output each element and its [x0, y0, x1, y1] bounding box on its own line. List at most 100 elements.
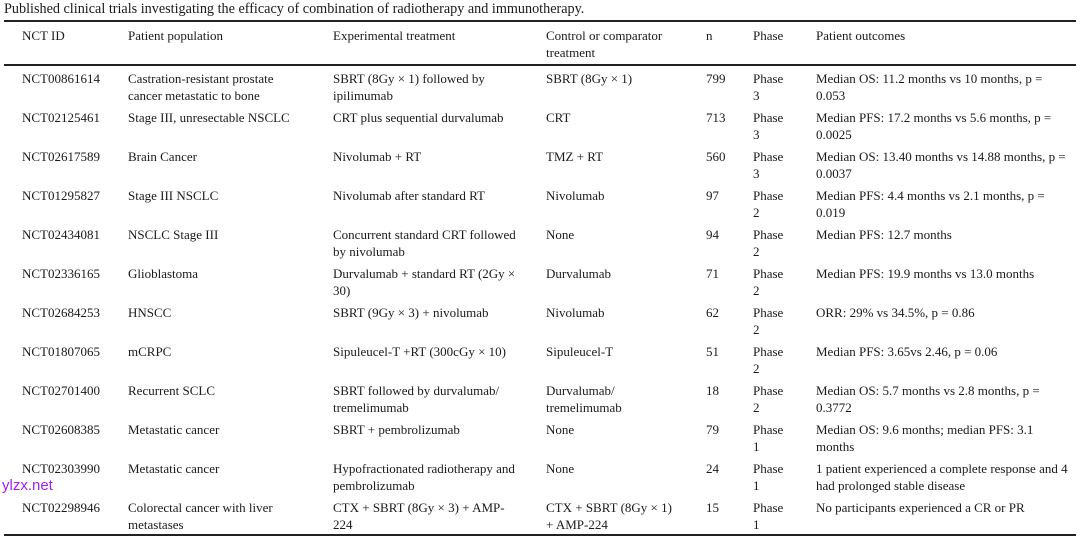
cell-nct-id: NCT02336165 [22, 266, 100, 281]
cell-n: 79 [706, 422, 719, 437]
cell-nct-id: NCT01807065 [22, 344, 100, 359]
cell-phase: Phase 2 [753, 227, 784, 259]
table-row: NCT02617589 Brain Cancer Nivolumab + RT TMZ… [4, 144, 1076, 183]
cell-phase: Phase 2 [753, 266, 784, 298]
cell-patient-population: Stage III, unresectable NSCLC [128, 110, 290, 125]
header-nct-id: NCT ID [22, 28, 65, 43]
cell-n: 799 [706, 71, 726, 86]
watermark: ylzx.net [2, 477, 53, 494]
cell-patient-outcomes: Median OS: 13.40 months vs 14.88 months,… [816, 149, 1066, 181]
header-experimental-treatment: Experimental treatment [333, 28, 456, 43]
cell-patient-outcomes: Median OS: 11.2 months vs 10 months, p =… [816, 71, 1043, 103]
table-header-row: NCT ID Patient population Experimental t… [4, 21, 1076, 65]
cell-experimental-treatment: SBRT (8Gy × 1) followed by ipilimumab [333, 71, 485, 103]
table-row: NCT02336165 Glioblastoma Durvalumab + stan… [4, 261, 1076, 300]
table-row: NCT02434081 NSCLC Stage III Concurrent sta… [4, 222, 1076, 261]
cell-n: 62 [706, 305, 719, 320]
cell-phase: Phase 2 [753, 305, 784, 337]
cell-experimental-treatment: CRT plus sequential durvalumab [333, 110, 504, 125]
cell-experimental-treatment: Durvalumab + standard RT (2Gy × 30) [333, 266, 516, 298]
cell-control-treatment: Sipuleucel-T [546, 344, 614, 359]
cell-phase: Phase 1 [753, 461, 784, 493]
header-control-treatment: Control or comparator treatment [546, 28, 663, 60]
cell-control-treatment: TMZ + RT [546, 149, 604, 164]
cell-control-treatment: Durvalumab/ tremelimumab [546, 383, 622, 415]
cell-patient-outcomes: Median PFS: 19.9 months vs 13.0 months [816, 266, 1035, 281]
cell-patient-population: Metastatic cancer [128, 422, 220, 437]
cell-patient-population: Stage III NSCLC [128, 188, 219, 203]
cell-phase: Phase 2 [753, 188, 784, 220]
table-row: NCT01807065 mCRPC Sipuleucel-T +RT (300cGy… [4, 339, 1076, 378]
cell-control-treatment: None [546, 422, 575, 437]
cell-patient-outcomes: No participants experienced a CR or PR [816, 500, 1025, 515]
cell-experimental-treatment: Sipuleucel-T +RT (300cGy × 10) [333, 344, 506, 359]
table-row: NCT02608385 Metastatic cancer SBRT + pembr… [4, 417, 1076, 456]
cell-control-treatment: SBRT (8Gy × 1) [546, 71, 633, 86]
table-row: NCT02701400 Recurrent SCLC SBRT followed b… [4, 378, 1076, 417]
cell-patient-population: HNSCC [128, 305, 172, 320]
cell-control-treatment: None [546, 227, 575, 242]
cell-n: 713 [706, 110, 726, 125]
cell-n: 97 [706, 188, 719, 203]
cell-nct-id: NCT02125461 [22, 110, 100, 125]
table-row: NCT00861614 Castration-resistant prostate… [4, 65, 1076, 105]
cell-experimental-treatment: Concurrent standard CRT followed by nivo… [333, 227, 516, 259]
table-row: NCT01295827 Stage III NSCLC Nivolumab afte… [4, 183, 1076, 222]
table-row: NCT02303990 Metastatic cancer Hypofraction… [4, 456, 1076, 495]
cell-patient-outcomes: ORR: 29% vs 34.5%, p = 0.86 [816, 305, 975, 320]
cell-control-treatment: Durvalumab [546, 266, 611, 281]
cell-patient-population: Castration-resistant prostate cancer met… [128, 71, 274, 103]
cell-experimental-treatment: CTX + SBRT (8Gy × 3) + AMP-224 [333, 500, 505, 532]
cell-n: 15 [706, 500, 719, 515]
cell-patient-outcomes: Median PFS: 12.7 months [816, 227, 952, 242]
cell-patient-outcomes: Median PFS: 17.2 months vs 5.6 months, p… [816, 110, 1052, 142]
cell-nct-id: NCT01295827 [22, 188, 100, 203]
cell-nct-id: NCT02303990 [22, 461, 100, 476]
cell-nct-id: NCT02434081 [22, 227, 100, 242]
cell-experimental-treatment: SBRT + pembrolizumab [333, 422, 460, 437]
cell-phase: Phase 1 [753, 500, 784, 532]
cell-phase: Phase 1 [753, 422, 784, 454]
cell-phase: Phase 2 [753, 383, 784, 415]
cell-patient-population: Brain Cancer [128, 149, 197, 164]
table-row: NCT02298946 Colorectal cancer with liver … [4, 495, 1076, 535]
cell-phase: Phase 3 [753, 149, 784, 181]
cell-patient-outcomes: Median PFS: 4.4 months vs 2.1 months, p … [816, 188, 1045, 220]
cell-n: 18 [706, 383, 719, 398]
cell-control-treatment: Nivolumab [546, 188, 605, 203]
cell-control-treatment: CRT [546, 110, 571, 125]
clinical-trials-table: NCT ID Patient population Experimental t… [4, 20, 1076, 536]
cell-nct-id: NCT02684253 [22, 305, 100, 320]
cell-nct-id: NCT00861614 [22, 71, 100, 86]
cell-control-treatment: CTX + SBRT (8Gy × 1) + AMP-224 [546, 500, 672, 532]
cell-patient-population: Metastatic cancer [128, 461, 220, 476]
cell-patient-population: Colorectal cancer with liver metastases [128, 500, 273, 532]
table-body: NCT00861614 Castration-resistant prostate… [4, 65, 1076, 535]
cell-patient-outcomes: Median PFS: 3.65vs 2.46, p = 0.06 [816, 344, 998, 359]
cell-nct-id: NCT02298946 [22, 500, 100, 515]
cell-patient-population: Recurrent SCLC [128, 383, 216, 398]
cell-experimental-treatment: Nivolumab after standard RT [333, 188, 485, 203]
cell-experimental-treatment: SBRT followed by durvalumab/ tremelimuma… [333, 383, 500, 415]
cell-nct-id: NCT02701400 [22, 383, 100, 398]
cell-phase: Phase 3 [753, 71, 784, 103]
cell-control-treatment: Nivolumab [546, 305, 605, 320]
cell-n: 560 [706, 149, 726, 164]
cell-phase: Phase 2 [753, 344, 784, 376]
cell-n: 51 [706, 344, 719, 359]
cell-patient-outcomes: Median OS: 9.6 months; median PFS: 3.1 m… [816, 422, 1034, 454]
cell-experimental-treatment: Nivolumab + RT [333, 149, 422, 164]
table-row: NCT02125461 Stage III, unresectable NSCLC… [4, 105, 1076, 144]
cell-n: 71 [706, 266, 719, 281]
cell-phase: Phase 3 [753, 110, 784, 142]
header-patient-population: Patient population [128, 28, 223, 43]
header-n: n [706, 28, 713, 43]
cell-n: 94 [706, 227, 719, 242]
cell-experimental-treatment: SBRT (9Gy × 3) + nivolumab [333, 305, 489, 320]
cell-nct-id: NCT02617589 [22, 149, 100, 164]
cell-nct-id: NCT02608385 [22, 422, 100, 437]
table-row: NCT02684253 HNSCC SBRT (9Gy × 3) + nivolum… [4, 300, 1076, 339]
header-phase: Phase [753, 28, 784, 43]
cell-patient-outcomes: 1 patient experienced a complete respons… [816, 461, 1068, 493]
table-caption: Published clinical trials investigating … [4, 1, 585, 17]
